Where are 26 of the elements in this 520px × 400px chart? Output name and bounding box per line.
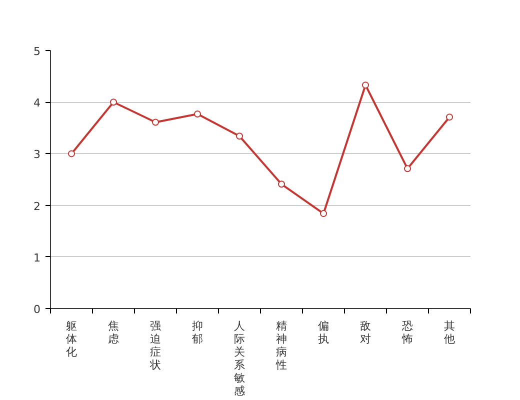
point [404,165,411,172]
point [236,132,243,140]
y-tick-label: 1 [34,251,40,264]
x-tick-label: 躯体化 [66,320,77,358]
y-tick-label: 0 [34,303,40,316]
y-tick-label: 2 [34,200,40,213]
y-tick-label: 3 [34,148,40,162]
x-tick-label: 其他 [444,320,455,346]
x-tick-label: 人际关系敏感 [234,320,245,398]
point [152,118,159,126]
x-tick-label: 焦虑 [108,320,119,346]
point [68,150,75,158]
point [446,114,453,121]
point [278,180,285,188]
point [362,82,369,89]
x-tick-label: 强迫症状 [149,320,161,372]
point [110,98,117,106]
x-tick-label: 精神病性 [275,320,287,372]
point [320,210,327,218]
y-tick-label: 4 [34,96,40,110]
y-tick-label: 5 [34,45,40,58]
point [194,110,201,118]
x-tick-label: 恐怖 [401,320,413,346]
x-tick-label: 抑郁 [192,320,203,346]
x-tick-label: 偏执 [318,320,329,346]
x-tick-label: 敌对 [360,320,371,346]
